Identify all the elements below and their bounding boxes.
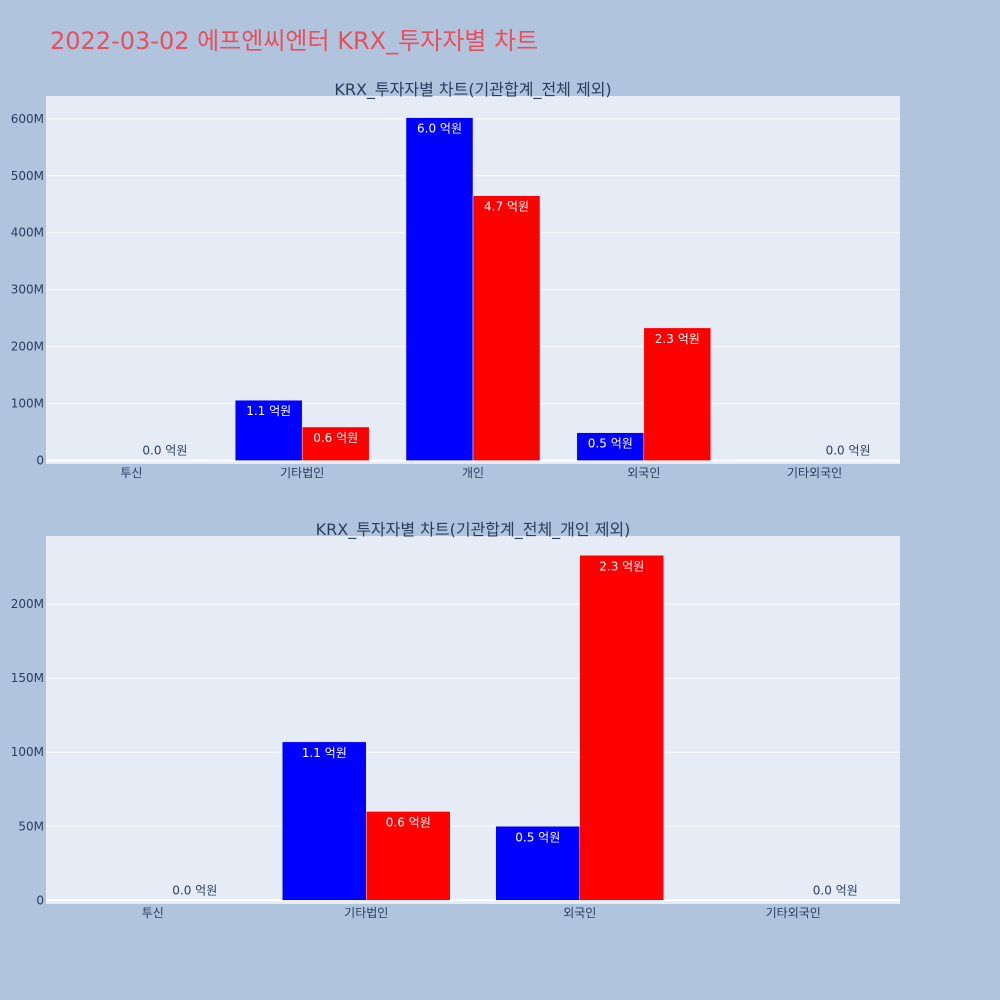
y-tick-label: 200M [11, 597, 44, 611]
data-label: 0.6 억원 [313, 431, 358, 445]
data-label: 0.6 억원 [386, 815, 431, 829]
y-tick-label: 500M [11, 169, 44, 183]
y-tick-label: 400M [11, 226, 44, 240]
x-tick-label: 개인 [462, 466, 484, 480]
y-tick-label: 150M [11, 671, 44, 685]
bar [643, 327, 712, 461]
data-label: 1.1 억원 [302, 746, 347, 760]
data-label: 4.7 억원 [484, 200, 529, 214]
x-tick-label: 기타법인 [280, 466, 324, 480]
bar [301, 426, 370, 461]
y-tick-label: 100M [11, 397, 44, 411]
bar [234, 399, 303, 461]
data-label: 0.0 억원 [813, 883, 858, 897]
bar [366, 811, 451, 901]
x-tick-label: 외국인 [627, 466, 660, 480]
chart-title-1: KRX_투자자별 차트(기관합계_전체 제외) [334, 80, 611, 100]
data-label: 1.1 억원 [246, 404, 291, 418]
bar [405, 117, 474, 461]
x-tick-label: 투신 [142, 906, 164, 920]
bar [579, 555, 664, 901]
data-label: 6.0 억원 [417, 122, 462, 136]
x-tick-label: 외국인 [563, 906, 596, 920]
y-tick-label: 50M [18, 819, 44, 833]
x-tick-label: 투신 [120, 466, 142, 480]
x-tick-label: 기타법인 [344, 906, 388, 920]
data-label: 0.5 억원 [588, 437, 633, 451]
data-label: 2.3 억원 [599, 559, 644, 573]
y-tick-label: 300M [11, 283, 44, 297]
plot-area-2 [46, 536, 900, 904]
y-tick-label: 600M [11, 112, 44, 126]
data-label: 0.0 억원 [142, 444, 187, 458]
data-label: 0.5 억원 [515, 830, 560, 844]
y-tick-label: 0 [36, 893, 44, 907]
bar [495, 826, 580, 901]
bar [282, 741, 367, 901]
chart-title-2: KRX_투자자별 차트(기관합계_전체_개인 제외) [316, 520, 631, 540]
data-label: 0.0 억원 [826, 444, 871, 458]
y-tick-label: 0 [36, 454, 44, 468]
x-tick-label: 기타외국인 [766, 906, 821, 920]
page-title: 2022-03-02 에프엔씨엔터 KRX_투자자별 차트 [50, 27, 538, 55]
bar [576, 432, 645, 461]
y-tick-label: 200M [11, 340, 44, 354]
x-tick-label: 기타외국인 [787, 466, 842, 480]
y-tick-label: 100M [11, 745, 44, 759]
data-label: 2.3 억원 [655, 332, 700, 346]
bar [472, 195, 541, 461]
data-label: 0.0 억원 [172, 883, 217, 897]
